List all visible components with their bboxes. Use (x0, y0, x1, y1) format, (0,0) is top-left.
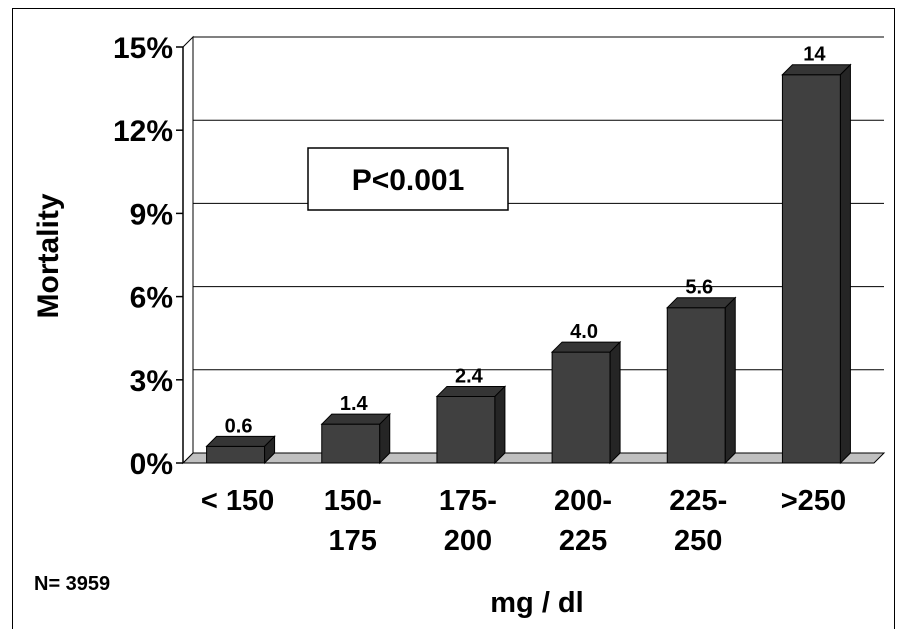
x-tick-label: 175 (329, 525, 377, 557)
x-tick-label: 150- (324, 485, 382, 517)
data-label: 5.6 (685, 277, 713, 299)
bar (666, 307, 726, 464)
x-tick-label: 200- (554, 485, 612, 517)
bar-top-face (781, 64, 852, 76)
x-axis-title: mg / dl (490, 587, 583, 619)
data-label: 1.4 (340, 393, 369, 415)
bar-side-face (839, 63, 851, 465)
x-tick-label: < 150 (201, 485, 274, 517)
bar-layer (205, 63, 852, 465)
x-tick-label: 225 (559, 525, 607, 557)
bar-side-face (379, 412, 391, 465)
y-tick-label: 6% (130, 282, 173, 315)
chart-frame (12, 8, 895, 629)
data-label: 0.6 (225, 415, 253, 437)
bar-top-face (320, 413, 391, 425)
axis-layer (176, 35, 886, 465)
bar-side-face (724, 296, 736, 465)
grid-layer (193, 36, 884, 454)
data-label: 4.0 (570, 321, 598, 343)
chart-floor (181, 452, 886, 464)
y-tick-label: 15% (113, 32, 173, 65)
x-tick-label: 250 (674, 525, 722, 557)
y-tick-label: 0% (130, 448, 173, 481)
bar (551, 351, 611, 464)
bar (206, 445, 266, 464)
p-value-text: P<0.001 (352, 164, 465, 197)
bar-top-face (435, 385, 507, 397)
x-tick-label: >250 (781, 485, 846, 517)
bar (436, 395, 496, 464)
data-label: 14 (803, 44, 826, 66)
x-tick-label: 200 (444, 525, 492, 557)
y-axis-title: Mortality (32, 193, 65, 318)
y-tick-label: 9% (130, 198, 173, 231)
bar (321, 423, 381, 464)
bar-top-face (550, 341, 622, 353)
label-layer: 0% 3% 6% 9% 12% 15% 0.6 < 150 1.4 150- 175 2.4 175- 2… (113, 32, 846, 557)
y-tick-label: 12% (113, 115, 173, 148)
p-value-box: P<0.001 (307, 147, 509, 211)
bar-side-face (264, 435, 276, 465)
bar-side-face (494, 385, 506, 465)
bar-top-face (666, 297, 737, 309)
bar-side-face (609, 340, 621, 465)
data-label: 2.4 (455, 365, 484, 387)
x-tick-label: 225- (669, 485, 727, 517)
x-tick-label: 175- (439, 485, 497, 517)
y-tick-label: 3% (130, 365, 173, 398)
bar-top-face (205, 435, 276, 447)
bar (781, 74, 841, 464)
sample-size-note: N= 3959 (34, 573, 110, 595)
chart-side-wall (182, 35, 194, 465)
